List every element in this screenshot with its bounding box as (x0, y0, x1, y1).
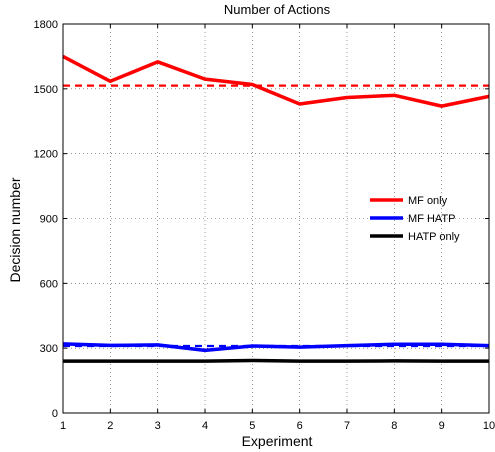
series-lines (62, 54, 490, 363)
x-axis-label: Experiment (242, 433, 313, 449)
x-tick-label: 3 (155, 420, 161, 432)
y-tick-label: 900 (40, 214, 58, 226)
series-line (63, 358, 489, 363)
legend-label: MF HATP (408, 213, 455, 225)
x-tick-label: 2 (107, 420, 113, 432)
legend: MF only MF HATP HATP only (370, 195, 460, 243)
series-line (62, 342, 490, 353)
x-tick-label: 9 (439, 420, 445, 432)
x-tick-label: 5 (249, 420, 255, 432)
y-tick-label: 1800 (34, 19, 58, 31)
legend-label: MF only (408, 195, 448, 207)
x-axis-ticks: 1 2 3 4 5 6 7 8 9 10 (60, 24, 495, 432)
series-line (62, 54, 490, 108)
x-tick-label: 1 (60, 420, 66, 432)
y-axis-ticks: 0 300 600 900 1200 1500 1800 (34, 19, 489, 420)
x-tick-label: 10 (483, 420, 495, 432)
x-tick-label: 6 (297, 420, 303, 432)
y-tick-label: 1200 (34, 149, 58, 161)
y-tick-label: 1500 (34, 84, 58, 96)
x-tick-label: 8 (391, 420, 397, 432)
chart-title: Number of Actions (224, 2, 331, 17)
y-axis-label: Decision number (7, 177, 23, 282)
x-tick-label: 7 (344, 420, 350, 432)
y-tick-label: 300 (40, 343, 58, 355)
legend-label: HATP only (408, 231, 460, 243)
y-tick-label: 0 (52, 408, 58, 420)
y-tick-label: 600 (40, 278, 58, 290)
x-tick-label: 4 (202, 420, 208, 432)
